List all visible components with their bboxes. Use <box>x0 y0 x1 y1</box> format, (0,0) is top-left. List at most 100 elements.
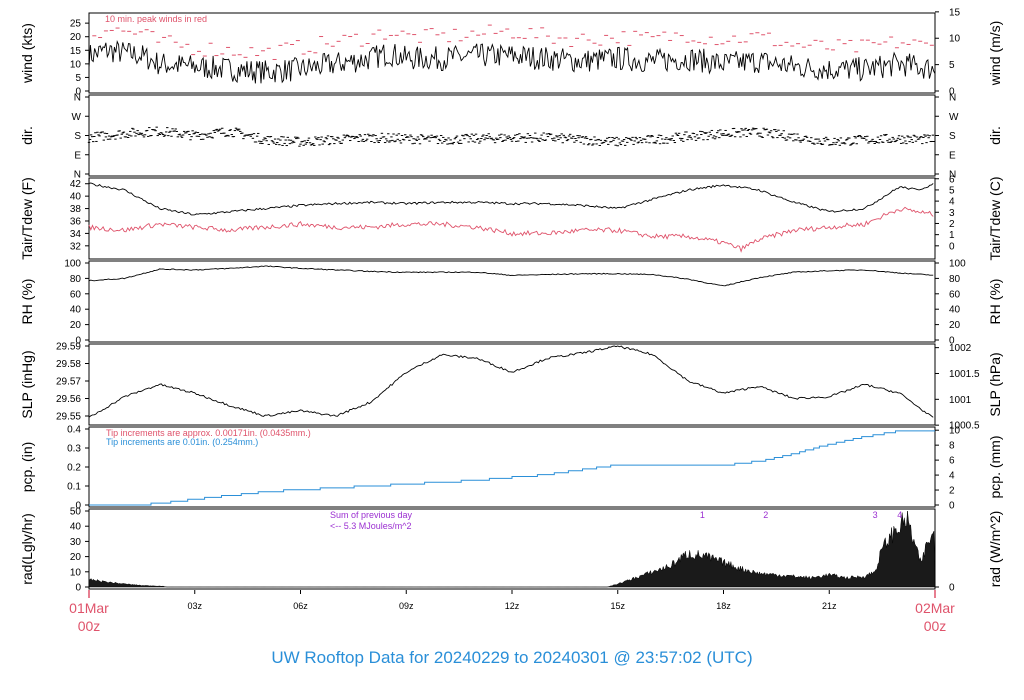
dir-right-tick-label: N <box>949 93 956 104</box>
temp-tair-line <box>88 182 934 216</box>
slp-ylabel-left: SLP (inHg) <box>19 350 35 418</box>
dir-left-tick-label: S <box>74 131 81 142</box>
slp-right-tick-label: 1000.5 <box>949 421 980 432</box>
rh-left-tick-label: 0 <box>75 336 81 347</box>
pcp-ylabel-right: pcp. (mm) <box>987 436 1003 499</box>
wind-right-tick-label: 5 <box>949 60 955 71</box>
chart-title: UW Rooftop Data for 20240229 to 20240301… <box>271 648 753 667</box>
time-tick-label: 06z <box>293 601 308 611</box>
end-time-label: 00z <box>924 618 947 634</box>
pcp-right-tick-label: 4 <box>949 471 955 482</box>
dir-left-tick-label: W <box>72 112 82 123</box>
time-tick-label: 18z <box>716 601 731 611</box>
temp-right-tick-label: 5 <box>949 185 955 196</box>
rh-ylabel-left: RH (%) <box>19 279 35 325</box>
slp-left-tick-label: 29.55 <box>56 412 81 423</box>
wind-left-tick-label: 10 <box>70 59 82 70</box>
slp-panel-frame <box>88 343 936 426</box>
pcp-note-approx: Tip increments are approx. 0.00171in. (0… <box>106 428 311 438</box>
pcp-right-tick-label: 10 <box>949 426 961 437</box>
time-tick-label: 21z <box>822 601 837 611</box>
pcp-left-tick-label: 0.4 <box>67 425 81 436</box>
rad-left-tick-label: 0 <box>75 583 81 594</box>
rad-left-tick-label: 30 <box>70 537 82 548</box>
rh-right-tick-label: 20 <box>949 320 961 331</box>
dir-right-tick-label: W <box>949 112 959 123</box>
rh-left-tick-label: 60 <box>70 289 82 300</box>
rh-right-tick-label: 60 <box>949 289 961 300</box>
slp-left-tick-label: 29.58 <box>56 359 81 370</box>
temp-right-tick-label: 0 <box>949 241 955 252</box>
temp-right-tick-label: 3 <box>949 208 955 219</box>
rad-marker-label: 4 <box>897 510 902 520</box>
temp-tdew-line <box>88 206 934 253</box>
rh-ylabel-right: RH (%) <box>987 279 1003 325</box>
pcp-right-tick-label: 8 <box>949 441 955 452</box>
slp-right-tick-label: 1001.5 <box>949 369 980 380</box>
wind-right-tick-label: 0 <box>949 87 955 98</box>
wind-panel-frame <box>88 12 936 94</box>
rad-marker-label: 2 <box>763 510 768 520</box>
pcp-right-tick-label: 2 <box>949 486 955 497</box>
wind-annotation: 10 min. peak winds in red <box>105 14 207 24</box>
wind-ylabel-left: wind (kts) <box>19 23 35 84</box>
slp-left-tick-label: 29.56 <box>56 394 81 405</box>
temp-left-tick-label: 42 <box>70 179 82 190</box>
rh-right-tick-label: 0 <box>949 336 955 347</box>
slp-ylabel-right: SLP (hPa) <box>987 352 1003 416</box>
wind-speed-line <box>88 40 936 84</box>
temp-left-tick-label: 40 <box>70 192 82 203</box>
dir-left-tick-label: E <box>74 150 81 161</box>
slp-right-tick-label: 1002 <box>949 343 972 354</box>
rad-area <box>88 510 936 588</box>
rad-panel-frame <box>88 508 936 590</box>
wind-left-tick-label: 15 <box>70 46 82 57</box>
wind-left-tick-label: 5 <box>75 73 81 84</box>
temp-left-tick-label: 38 <box>70 204 82 215</box>
rad-left-tick-label: 40 <box>70 522 82 533</box>
pcp-right-tick-label: 0 <box>949 501 955 512</box>
wind-left-tick-label: 0 <box>75 87 81 98</box>
temp-left-tick-label: 32 <box>70 241 82 252</box>
slp-left-tick-label: 29.59 <box>56 342 81 353</box>
rh-left-tick-label: 40 <box>70 305 82 316</box>
dir-left-tick-label: N <box>74 93 81 104</box>
rh-left-tick-label: 100 <box>64 259 81 270</box>
dir-ylabel-right: dir. <box>987 126 1003 145</box>
rad-right-tick-label: 0 <box>949 583 955 594</box>
start-date-label: 01Mar <box>69 600 109 616</box>
rh-panel-frame <box>88 260 936 343</box>
dir-right-tick-label: N <box>949 170 956 181</box>
rh-left-tick-label: 20 <box>70 320 82 331</box>
temp-ylabel-right: Tair/Tdew (C) <box>987 176 1003 260</box>
rad-ylabel-left: rad(Lgly/hr) <box>19 513 35 585</box>
rh-right-tick-label: 100 <box>949 259 966 270</box>
rad-marker-label: 3 <box>873 510 878 520</box>
pcp-left-tick-label: 0.3 <box>67 444 81 455</box>
dir-panel-frame <box>88 94 936 177</box>
start-time-label: 00z <box>78 618 101 634</box>
temp-panel-frame <box>88 177 936 260</box>
pcp-ylabel-left: pcp. (in) <box>19 442 35 493</box>
wind-ylabel-right: wind (m/s) <box>987 21 1003 87</box>
pcp-left-tick-label: 0 <box>75 501 81 512</box>
end-date-label: 02Mar <box>915 600 955 616</box>
rad-left-tick-label: 50 <box>70 507 82 518</box>
wind-left-tick-label: 25 <box>70 19 82 30</box>
wind-right-tick-label: 15 <box>949 7 961 18</box>
pcp-left-tick-label: 0.2 <box>67 463 81 474</box>
temp-left-tick-label: 36 <box>70 216 82 227</box>
slp-right-tick-label: 1001 <box>949 395 972 406</box>
wind-left-tick-label: 20 <box>70 32 82 43</box>
time-tick-label: 09z <box>399 601 414 611</box>
rh-line <box>88 265 934 287</box>
temp-ylabel-left: Tair/Tdew (F) <box>19 177 35 259</box>
rad-annotation-line2: <-- 5.3 MJoules/m^2 <box>330 521 412 531</box>
dir-left-tick-label: N <box>74 170 81 181</box>
pcp-accum-line <box>89 430 935 506</box>
time-tick-label: 12z <box>505 601 520 611</box>
rad-ylabel-right: rad (W/m^2) <box>987 511 1003 588</box>
slp-line <box>88 345 934 418</box>
rh-right-tick-label: 40 <box>949 305 961 316</box>
